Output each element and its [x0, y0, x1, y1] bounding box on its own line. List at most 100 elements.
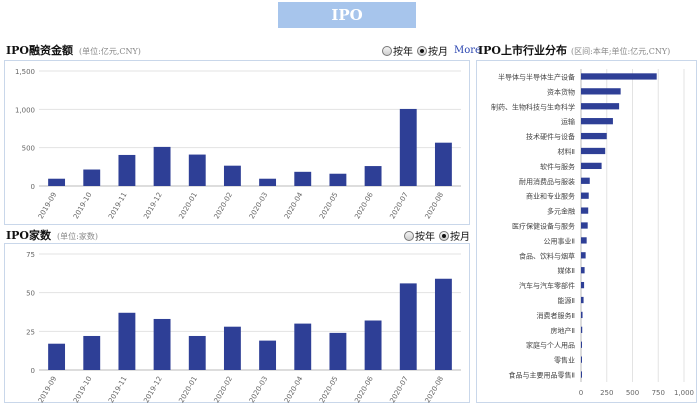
- count-ytick-label: 75: [26, 251, 35, 259]
- count-period-toggle: 按年 按月: [404, 228, 474, 243]
- amount-xtick-label: 2020-04: [283, 191, 305, 221]
- amount-xtick-label: 2020-03: [248, 191, 270, 220]
- industry-category-label: 耐用消费品与服装: [519, 177, 575, 186]
- count-bar-chart: 0 25 50 75 2019-09 2019-10 2019-11 2019-12 2020-…: [26, 251, 461, 404]
- count-ytick-label: 0: [31, 367, 35, 375]
- industry-category-label: 资本货物: [547, 87, 575, 96]
- amount-xtick-label: 2020-01: [177, 191, 199, 220]
- industry-bar: [581, 162, 602, 170]
- amount-bar: [329, 173, 347, 186]
- amount-monthly-label: 按月: [428, 47, 448, 58]
- more-link[interactable]: More: [454, 45, 481, 56]
- industry-bar: [581, 311, 583, 319]
- count-bar: [434, 278, 452, 370]
- industry-section-title: IPO上市行业分布: [478, 44, 567, 57]
- count-monthly-label: 按月: [450, 232, 470, 243]
- industry-category-label: 技术硬件与设备: [526, 132, 575, 141]
- page-title: IPO: [278, 2, 416, 28]
- count-ytick-label: 50: [26, 290, 35, 298]
- industry-category-label: 软件与服务: [540, 162, 575, 171]
- industry-category-label: 零售业: [554, 356, 575, 365]
- industry-bar: [581, 118, 613, 125]
- count-xtick-label: 2020-06: [353, 375, 375, 404]
- amount-xtick-label: 2019-09: [37, 191, 59, 220]
- count-xtick-label: 2020-02: [213, 375, 235, 404]
- count-bar: [83, 335, 101, 370]
- industry-bar: [581, 296, 584, 304]
- industry-category-label: 运输: [561, 117, 575, 126]
- industry-bar: [581, 281, 585, 289]
- amount-yearly-label: 按年: [393, 47, 413, 58]
- amount-bar: [188, 154, 206, 186]
- count-monthly-option[interactable]: 按月: [439, 228, 470, 243]
- count-bar: [294, 323, 312, 370]
- industry-category-label: 媒体Ⅱ: [558, 266, 575, 275]
- amount-xtick-label: 2019-10: [72, 191, 94, 220]
- count-section-unit: (单位:家数): [57, 232, 98, 241]
- amount-period-toggle: 按年 按月 More: [382, 43, 481, 58]
- count-xtick-label: 2019-09: [37, 375, 59, 404]
- amount-xtick-label: 2020-06: [353, 191, 375, 221]
- amount-bar: [48, 178, 66, 186]
- amount-xtick-label: 2020-05: [318, 191, 340, 220]
- count-xtick-label: 2020-07: [388, 375, 410, 404]
- amount-section-title: IPO融资金额: [6, 44, 73, 57]
- count-yearly-option[interactable]: 按年: [404, 228, 435, 243]
- industry-bar: [581, 73, 657, 80]
- amount-ytick-label: 500: [22, 145, 35, 153]
- industry-bar: [581, 326, 583, 333]
- industry-bar: [581, 267, 585, 274]
- count-xtick-label: 2019-12: [142, 375, 164, 404]
- industry-category-label: 材料Ⅱ: [558, 147, 575, 156]
- count-section-title: IPO家数: [6, 229, 51, 242]
- amount-bar: [294, 171, 312, 186]
- amount-xtick-label: 2020-08: [424, 191, 446, 220]
- industry-category-label: 消费者服务Ⅱ: [537, 311, 575, 320]
- industry-xtick-label: 750: [652, 389, 665, 397]
- industry-chart-panel: 0 250 500 750 1,000 半导体与半导体生产设备 资本货物 制药、生物科技与生命…: [476, 60, 697, 403]
- count-bar: [329, 332, 347, 370]
- count-bar: [48, 343, 66, 370]
- industry-category-label: 医疗保健设备与服务: [512, 222, 575, 231]
- industry-bar: [581, 192, 589, 199]
- count-bar: [259, 340, 277, 370]
- amount-section-unit: (单位:亿元,CNY): [79, 47, 141, 56]
- industry-bar: [581, 88, 621, 95]
- industry-section-unit: (区间:本年;单位:亿元,CNY): [571, 47, 671, 56]
- amount-bar: [153, 146, 171, 186]
- count-section-header: IPO家数 (单位:家数): [6, 227, 98, 243]
- count-bar: [188, 335, 206, 370]
- amount-bar: [118, 154, 136, 186]
- industry-bar: [581, 207, 589, 214]
- amount-bar: [399, 108, 417, 186]
- industry-category-label: 家庭与个人用品: [526, 341, 575, 350]
- amount-yearly-option[interactable]: 按年: [382, 43, 413, 58]
- industry-bar: [581, 237, 587, 244]
- amount-bar: [83, 169, 101, 186]
- count-xtick-label: 2019-11: [107, 375, 129, 404]
- count-xtick-label: 2020-05: [318, 375, 340, 404]
- amount-ytick-label: 1,500: [15, 68, 35, 76]
- amount-yearly-radio[interactable]: [382, 45, 392, 56]
- count-monthly-radio[interactable]: [439, 230, 449, 241]
- industry-bar: [581, 103, 620, 110]
- amount-bar: [434, 142, 452, 186]
- count-bar: [364, 320, 382, 370]
- count-xtick-label: 2020-01: [177, 375, 199, 404]
- count-xtick-label: 2020-08: [424, 375, 446, 404]
- industry-xtick-label: 250: [600, 389, 613, 397]
- industry-category-label: 半导体与半导体生产设备: [498, 72, 575, 81]
- count-xtick-label: 2020-03: [248, 375, 270, 404]
- amount-section-header: IPO融资金额 (单位:亿元,CNY): [6, 42, 141, 58]
- industry-category-label: 制药、生物科技与生命科学: [491, 102, 575, 111]
- industry-category-label: 房地产Ⅱ: [551, 326, 575, 335]
- industry-category-label: 食品、饮料与烟草: [519, 251, 575, 260]
- count-yearly-radio[interactable]: [404, 230, 414, 241]
- amount-monthly-radio[interactable]: [417, 45, 427, 56]
- industry-bar: [581, 371, 582, 378]
- industry-bar: [581, 222, 588, 229]
- amount-monthly-option[interactable]: 按月: [417, 43, 448, 58]
- industry-category-label: 能源Ⅱ: [558, 296, 575, 305]
- count-bar: [153, 318, 171, 370]
- amount-bar-chart: 0 500 1,000 1,500 2019-09 2019-10 2019-11 2019-…: [15, 68, 461, 221]
